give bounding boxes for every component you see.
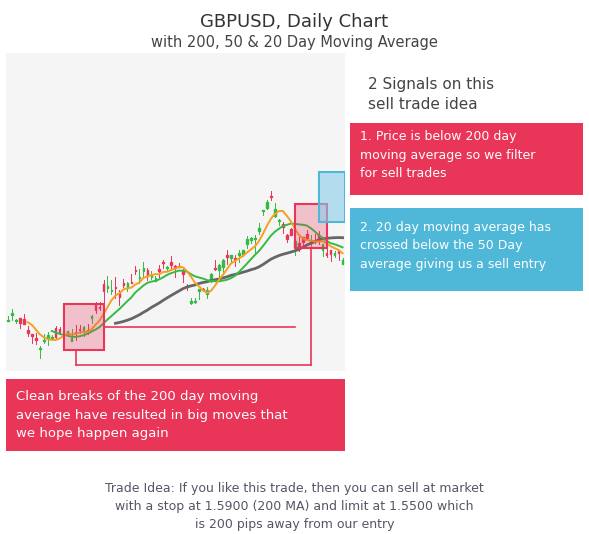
Bar [214,268,216,269]
Bar [319,172,345,222]
Bar [294,203,327,248]
Bar [35,337,37,340]
Bar [118,293,120,297]
Bar [115,287,116,288]
Bar [342,260,343,264]
Bar [306,234,307,238]
Bar [51,336,52,337]
Bar [99,307,100,308]
Text: GBPUSD, Daily Chart: GBPUSD, Daily Chart [200,13,389,32]
Bar [163,262,164,263]
Bar [203,289,204,290]
Bar [75,332,77,333]
Bar [138,277,140,278]
Bar [178,266,180,267]
Bar [274,209,276,216]
Bar [298,243,300,246]
Bar [250,238,252,240]
Bar [194,301,196,302]
Bar [242,250,244,255]
Bar [190,301,192,303]
Bar [170,262,172,265]
Bar [230,255,232,258]
Bar [322,244,323,249]
Bar [334,253,335,255]
Bar [19,318,21,323]
Text: Trade Idea: If you like this trade, then you can sell at market
with a stop at 1: Trade Idea: If you like this trade, then… [105,482,484,531]
Bar [83,327,84,332]
Bar [278,220,280,221]
Bar [59,328,61,332]
Bar [314,240,316,242]
Bar [31,334,32,336]
Bar [330,250,332,254]
Bar [39,348,41,349]
Bar [91,316,92,318]
Bar [43,340,45,341]
Bar [302,238,303,242]
Bar [158,269,160,271]
Bar [143,269,144,271]
Bar [206,289,208,294]
Bar [67,331,68,333]
Bar [102,285,104,290]
Bar [198,289,200,291]
Bar [266,202,267,208]
Bar [186,286,188,287]
Bar [174,266,176,268]
Bar [294,241,296,247]
Bar [183,271,184,274]
Bar [238,254,240,255]
Text: with 200, 50 & 20 Day Moving Average: with 200, 50 & 20 Day Moving Average [151,35,438,50]
Text: 1. Price is below 200 day
moving average so we filter
for sell trades: 1. Price is below 200 day moving average… [360,130,535,180]
Bar [262,210,264,211]
Bar [210,274,212,281]
Bar [226,255,228,257]
Text: 2. 20 day moving average has
crossed below the 50 Day
average giving us a sell e: 2. 20 day moving average has crossed bel… [360,221,551,271]
Bar [318,234,319,241]
Bar [219,265,220,270]
Bar [154,278,156,281]
Bar [338,251,339,253]
Text: Clean breaks of the 200 day moving
average have resulted in big moves that
we ho: Clean breaks of the 200 day moving avera… [16,390,287,440]
Bar [270,196,272,197]
Bar [222,260,224,267]
Bar [310,241,312,245]
Bar [254,238,256,239]
Bar [63,332,64,333]
Bar [11,313,13,315]
Bar [111,290,112,291]
Bar [127,283,128,288]
Text: 2 Signals on this
sell trade idea: 2 Signals on this sell trade idea [368,77,494,112]
Bar [15,320,16,321]
Bar [79,329,80,331]
Bar [326,254,327,255]
Bar [286,235,287,239]
Bar [47,335,48,338]
Bar [258,228,260,231]
Bar [55,328,57,336]
Bar [7,319,9,320]
Bar [64,304,104,350]
Bar [107,286,108,288]
Bar [71,338,72,341]
Bar [27,331,29,333]
Bar [167,266,168,268]
Bar [123,284,124,286]
Bar [290,229,292,235]
Bar [87,329,88,331]
Bar [246,239,248,244]
Bar [282,224,284,227]
Bar [134,270,136,271]
Bar [23,319,25,324]
Bar [95,305,97,310]
Bar [147,270,148,276]
Bar [151,275,152,277]
Bar [234,258,236,260]
